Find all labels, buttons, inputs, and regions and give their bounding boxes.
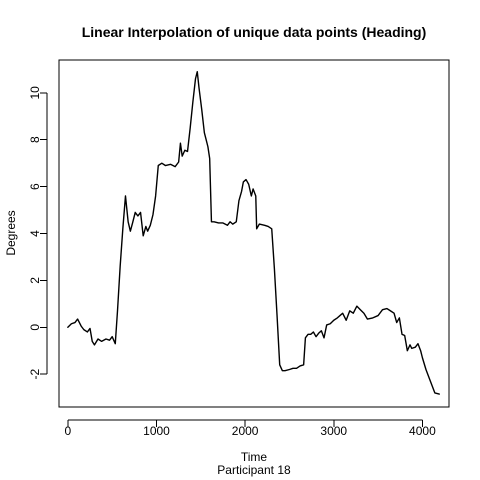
x-tick-label: 3000 [320, 424, 347, 438]
series-layer [67, 71, 440, 395]
y-tick-label: 8 [28, 136, 42, 143]
x-tick-label: 2000 [232, 424, 259, 438]
y-axis-label: Degrees [4, 210, 18, 255]
y-tick-label: -2 [28, 369, 42, 380]
plot-frame [58, 59, 450, 408]
y-tick-label: 0 [28, 324, 42, 331]
y-tick-label: 10 [28, 86, 42, 100]
y-tick-label: 2 [28, 277, 42, 284]
y-tick-label: 6 [28, 183, 42, 190]
line-series [67, 71, 440, 395]
x-tick-label: 4000 [409, 424, 436, 438]
x-axis-ticks: 0 1000 2000 3000 4000 [65, 420, 436, 438]
y-tick-label: 4 [28, 230, 42, 237]
x-axis-label: Time [241, 450, 268, 464]
chart-title: Linear Interpolation of unique data poin… [82, 24, 427, 40]
x-axis-subtitle: Participant 18 [217, 463, 291, 477]
x-tick-label: 1000 [143, 424, 170, 438]
x-tick-label: 0 [65, 424, 72, 438]
y-axis-ticks: -2 0 2 4 6 8 10 [28, 86, 47, 380]
